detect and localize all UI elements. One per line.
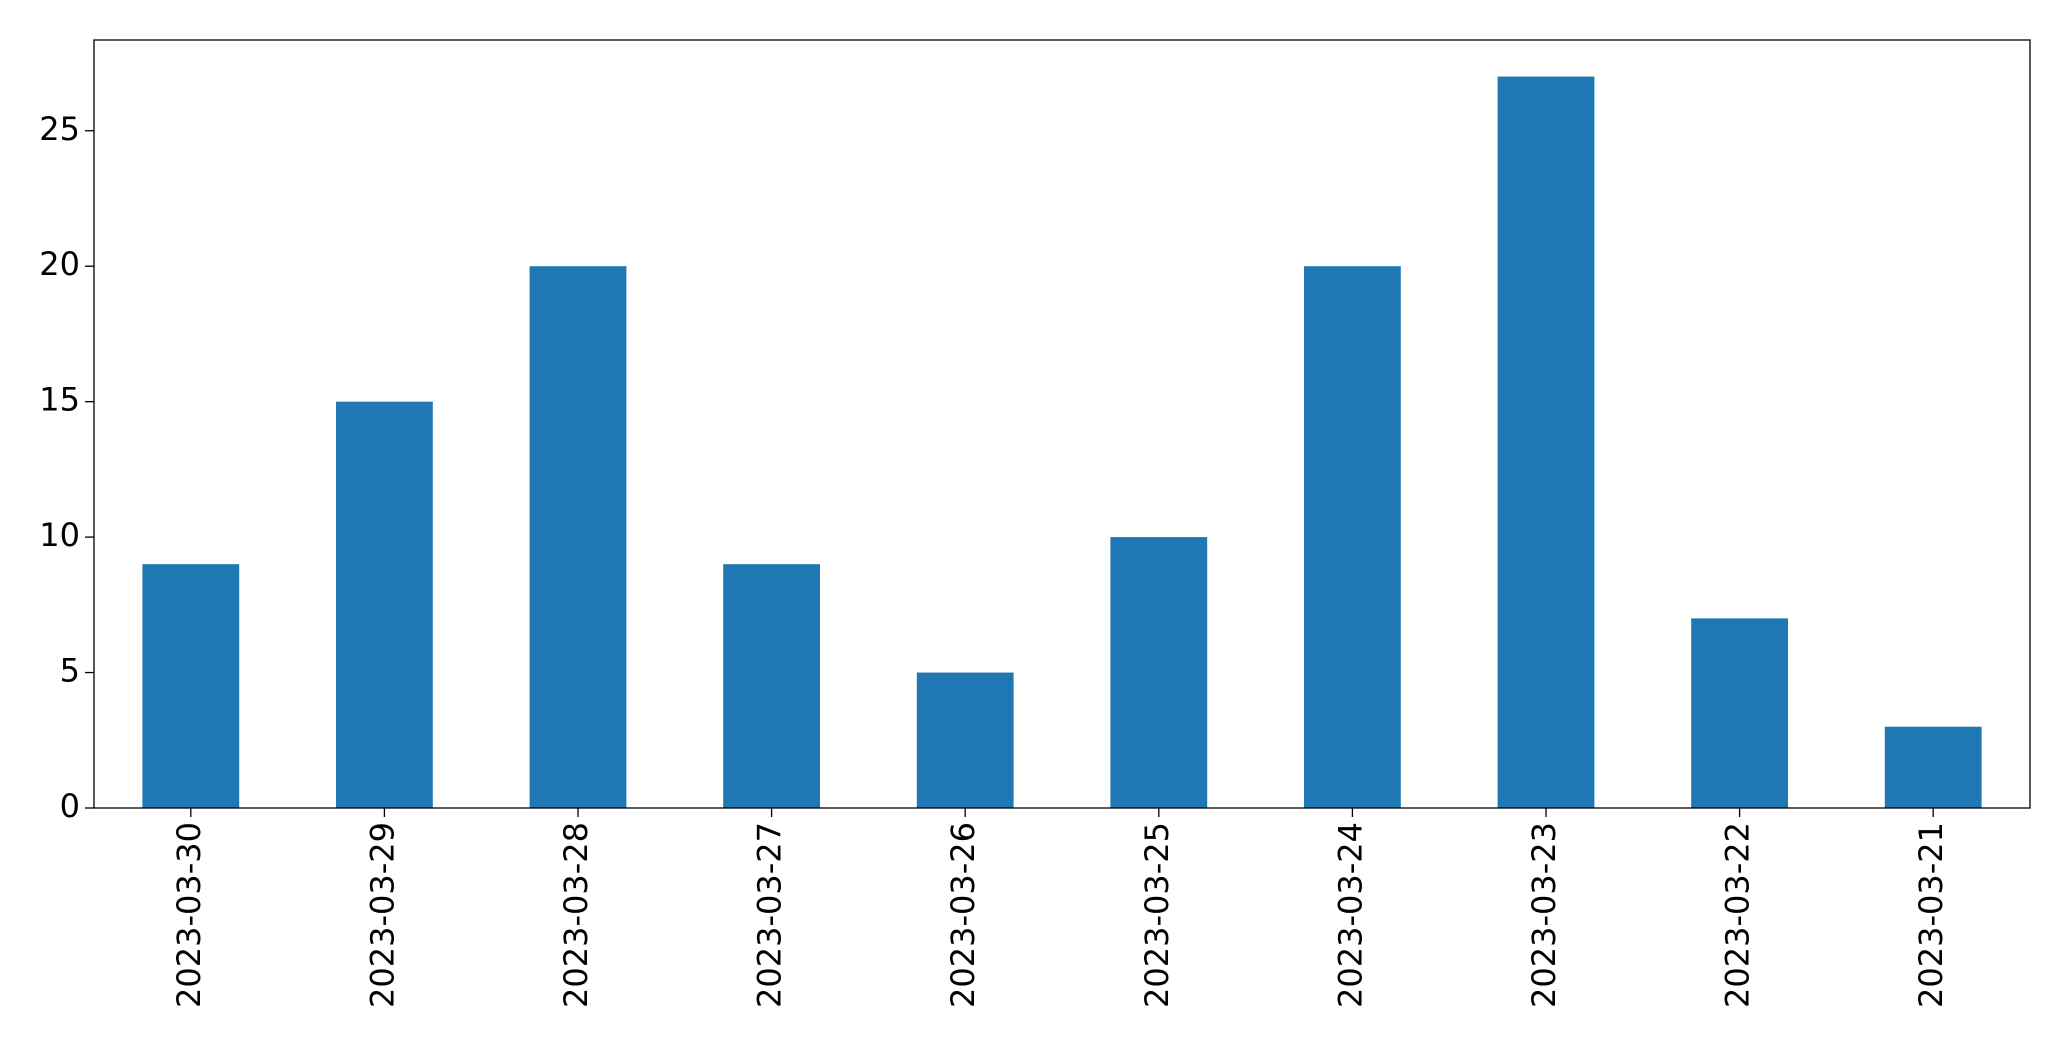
bar bbox=[1691, 618, 1788, 808]
y-tick-label: 20 bbox=[39, 245, 80, 283]
y-tick-label: 0 bbox=[60, 787, 80, 825]
bar bbox=[1110, 537, 1208, 808]
x-tick-label: 2023-03-22 bbox=[1719, 822, 1757, 1008]
x-tick-label: 2023-03-26 bbox=[944, 822, 982, 1008]
plot-frame bbox=[93, 39, 2031, 809]
x-tick-label: 2023-03-27 bbox=[751, 822, 789, 1008]
bar bbox=[529, 266, 627, 808]
bar bbox=[336, 401, 433, 808]
x-tick-label: 2023-03-24 bbox=[1331, 822, 1369, 1008]
x-tick-label: 2023-03-23 bbox=[1525, 822, 1563, 1008]
y-tick-label: 15 bbox=[39, 381, 80, 419]
x-tick-label: 2023-03-21 bbox=[1912, 822, 1950, 1008]
bar bbox=[1497, 76, 1595, 809]
bar bbox=[1884, 726, 1982, 808]
y-tick-label: 5 bbox=[60, 652, 80, 690]
bar bbox=[142, 564, 240, 808]
x-tick-label: 2023-03-30 bbox=[170, 822, 208, 1008]
x-tick-label: 2023-03-29 bbox=[363, 822, 401, 1008]
bar bbox=[723, 564, 820, 808]
bar bbox=[916, 672, 1014, 808]
x-tick-label: 2023-03-25 bbox=[1138, 822, 1176, 1008]
x-tick-label: 2023-03-28 bbox=[557, 822, 595, 1008]
bar bbox=[1304, 266, 1401, 808]
y-tick-label: 25 bbox=[39, 110, 80, 148]
y-tick-label: 10 bbox=[39, 516, 80, 554]
